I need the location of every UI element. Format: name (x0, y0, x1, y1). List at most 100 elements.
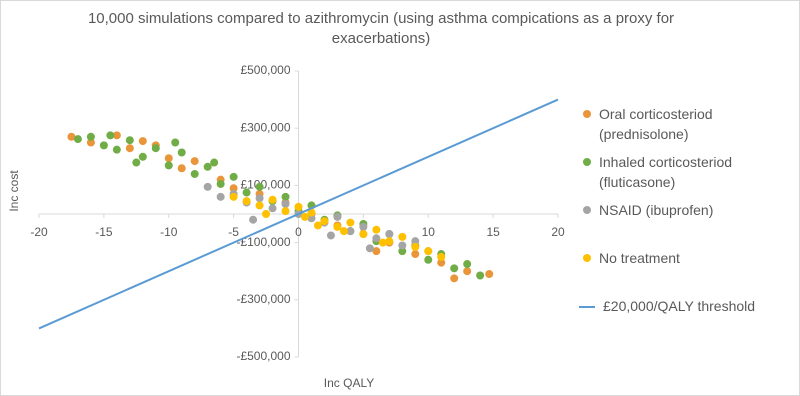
point (476, 271, 485, 280)
x-axis-title: Inc QALY (324, 376, 374, 390)
point (300, 212, 309, 221)
point (485, 270, 494, 279)
point (203, 162, 212, 171)
point (339, 227, 348, 236)
x-tick-label: 10 (422, 225, 436, 239)
point (359, 230, 368, 239)
point (125, 144, 134, 153)
point (255, 182, 264, 191)
point (424, 247, 433, 256)
point (463, 260, 472, 269)
x-tick-label: -15 (95, 225, 113, 239)
x-tick-label: -5 (228, 225, 239, 239)
y-tick-label: £300,000 (240, 120, 290, 134)
point (177, 164, 186, 173)
point (333, 222, 342, 231)
point (281, 192, 290, 201)
x-tick-label: -20 (30, 225, 48, 239)
legend-label: No treatment (599, 250, 680, 266)
point (365, 244, 374, 253)
point (411, 237, 420, 246)
point (313, 221, 322, 230)
point (242, 197, 251, 206)
legend: Oral corticosteriod (prednisolone) Inhale… (579, 104, 793, 344)
point (112, 131, 121, 140)
point (190, 169, 199, 178)
point (398, 247, 407, 256)
point (229, 192, 238, 201)
point (203, 182, 212, 191)
point (437, 252, 446, 261)
point (307, 214, 316, 223)
point (216, 192, 225, 201)
point (411, 250, 420, 259)
point (171, 138, 180, 147)
point (229, 184, 238, 193)
point (398, 232, 407, 241)
point (177, 148, 186, 157)
point (86, 138, 95, 147)
threshold-line (38, 98, 559, 330)
point (255, 194, 264, 203)
point (346, 227, 355, 236)
point (450, 264, 459, 273)
point (67, 132, 76, 141)
point (378, 238, 387, 247)
point (138, 137, 147, 146)
point (86, 132, 95, 141)
x-tick-label: 0 (295, 225, 302, 239)
legend-entry: NSAID (ibuprofen) (583, 200, 793, 248)
point (320, 217, 329, 226)
point (372, 234, 381, 243)
point (112, 145, 121, 154)
y-tick-label: -£100,000 (236, 235, 290, 249)
point (346, 218, 355, 227)
legend-swatch (583, 158, 591, 166)
y-tick-label: £500,000 (240, 63, 290, 77)
point (281, 207, 290, 216)
point (411, 242, 420, 251)
legend-entry: Oral corticosteriod (prednisolone) (583, 104, 793, 152)
point (450, 274, 459, 283)
point (249, 215, 258, 224)
y-tick-label: -£500,000 (236, 349, 290, 363)
point (307, 208, 316, 217)
legend-label: Oral corticosteriod (prednisolone) (599, 106, 713, 142)
point (385, 230, 394, 239)
point (294, 202, 303, 211)
y-tick-label: £100,000 (240, 178, 290, 192)
point (359, 222, 368, 231)
legend-label: NSAID (ibuprofen) (599, 202, 714, 218)
legend-entry: No treatment (583, 248, 793, 296)
point (106, 131, 115, 140)
point (372, 225, 381, 234)
x-tick-label: -10 (160, 225, 178, 239)
point (326, 231, 335, 240)
point (398, 241, 407, 250)
point (268, 195, 277, 204)
point (437, 258, 446, 267)
point (138, 152, 147, 161)
point (216, 179, 225, 188)
x-tick-label: 20 (551, 225, 565, 239)
legend-label: Inhaled corticosteriod (fluticasone) (599, 154, 733, 190)
x-tick-label: 15 (486, 225, 500, 239)
point (424, 255, 433, 264)
point (164, 154, 173, 163)
legend-swatch (583, 206, 591, 214)
y-axis-title: Inc cost (7, 170, 21, 212)
point (255, 201, 264, 210)
point (333, 212, 342, 221)
point (132, 158, 141, 167)
point (99, 141, 108, 150)
point (210, 158, 219, 167)
point (229, 172, 238, 181)
point (125, 136, 134, 145)
point (372, 247, 381, 256)
legend-label: £20,000/QALY threshold (603, 298, 756, 314)
point (385, 237, 394, 246)
point (281, 199, 290, 208)
legend-entry: Inhaled corticosteriod (fluticasone) (583, 152, 793, 200)
